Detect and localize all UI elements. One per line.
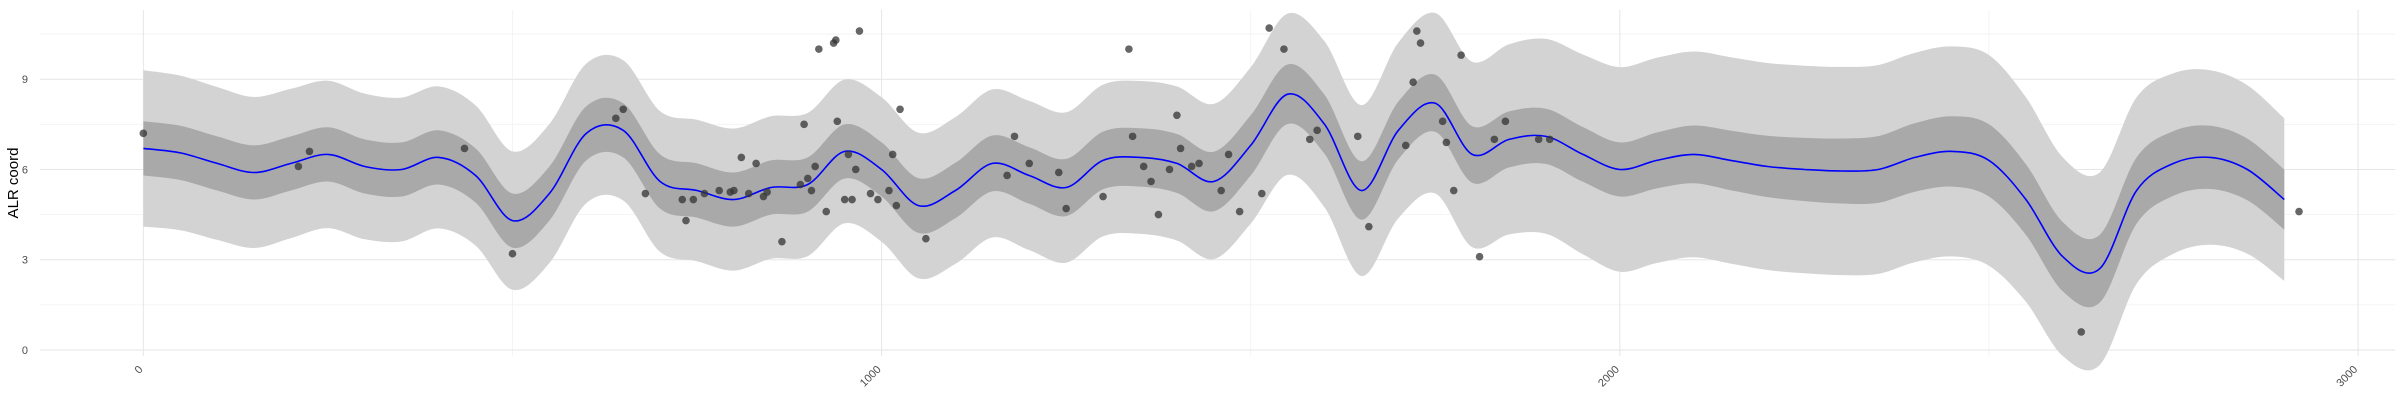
data-point [1139,162,1148,171]
x-tick-label: 0 [133,364,146,377]
inner-band-area [143,64,2285,308]
data-point [460,144,469,153]
data-point [1490,135,1499,144]
data-point [1003,171,1011,180]
data-point [1313,126,1321,135]
data-point [715,186,723,195]
x-tick-label: 3000 [2334,364,2360,390]
data-point [508,249,517,258]
data-point [1147,177,1155,186]
data-point [866,189,875,198]
data-point [1125,45,1133,53]
data-point [1217,186,1225,195]
data-point [874,195,882,204]
data-point [833,117,842,126]
data-point [1475,252,1484,261]
x-axis: 0 1000 2000 3000 [133,364,2361,390]
data-point [855,27,864,35]
data-point [1187,162,1196,171]
data-point [896,105,904,114]
data-point [922,234,930,243]
data-point [294,162,303,171]
data-point [737,153,746,162]
data-point [678,195,687,204]
y-tick-label: 3 [22,255,28,267]
data-point [612,114,620,123]
data-point [807,186,816,195]
data-point [844,150,853,159]
data-point [1176,144,1185,153]
data-point [1010,132,1019,141]
data-point [1173,111,1181,120]
data-point [1457,51,1465,59]
data-point [1154,210,1163,219]
data-point [1257,189,1266,198]
x-tick-label: 2000 [1596,364,1622,390]
data-point [682,216,690,225]
data-point [1195,159,1203,168]
data-point [619,105,628,114]
y-tick-label: 6 [22,164,28,176]
data-point [1054,168,1063,177]
data-point [1365,222,1373,231]
data-point [848,195,856,204]
data-point [1401,141,1410,150]
data-point [1062,204,1070,213]
data-point [1501,117,1510,126]
data-point [888,150,897,159]
data-point [1235,207,1244,216]
data-point [744,189,753,198]
data-point [1099,192,1107,201]
data-point [800,120,808,129]
data-point [885,186,893,195]
data-point [1165,165,1174,174]
data-point [2295,207,2303,216]
data-point [822,207,831,216]
data-point [811,162,819,171]
inner-band [143,64,2285,308]
data-point [1409,78,1417,87]
x-tick-label: 1000 [858,364,884,390]
data-point [139,129,148,138]
y-tick-label: 9 [22,74,28,86]
data-point [778,237,786,246]
data-point [1353,132,1362,141]
data-point [1413,27,1421,35]
data-point [796,180,805,189]
data-point [689,195,698,204]
data-point [1025,159,1034,168]
data-point [1545,135,1554,144]
data-point [803,174,812,183]
data-point [1416,39,1425,47]
data-point [840,195,849,204]
data-point [763,188,771,196]
y-axis-title: ALR coord [5,148,22,219]
data-point [1265,24,1273,32]
data-point [1224,150,1233,159]
mean-line-layer [143,93,2285,274]
data-point [892,201,901,210]
data-point [1442,138,1451,147]
data-point [2077,328,2086,336]
data-point [641,189,650,198]
data-point [752,159,760,168]
data-point [832,36,840,44]
y-tick-label: 0 [22,345,28,357]
data-point [1534,135,1543,144]
data-point [1128,132,1137,141]
data-point [700,189,709,198]
data-point [1280,45,1288,53]
data-point [1449,186,1458,195]
data-point [851,165,860,174]
data-point [305,147,314,156]
data-point [730,186,738,195]
point-layer [139,24,2303,336]
data-point [815,45,823,53]
mean-line [143,93,2285,274]
data-point [1305,135,1314,144]
data-point [1438,117,1447,126]
y-axis: 0 3 6 9 [22,74,28,357]
